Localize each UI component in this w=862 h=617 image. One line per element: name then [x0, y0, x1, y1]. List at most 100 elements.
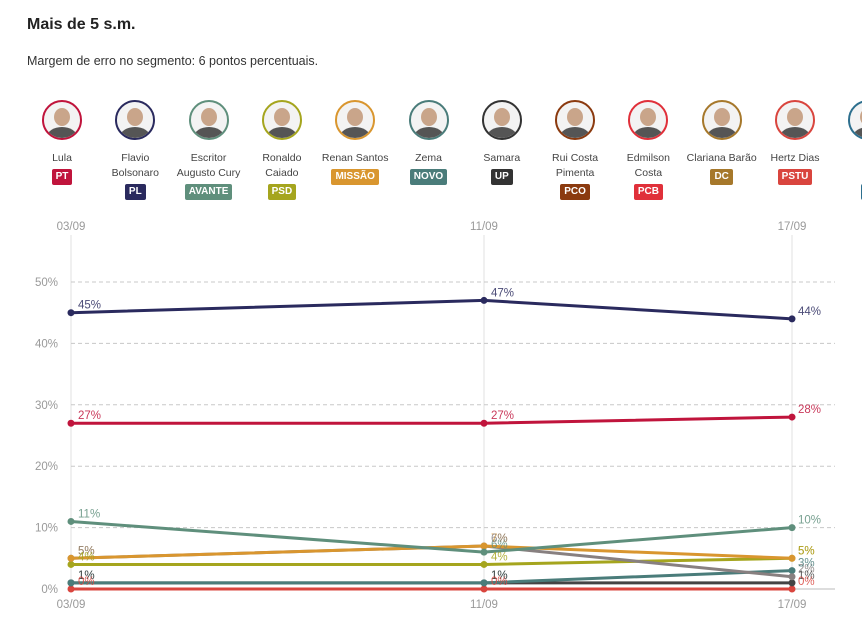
data-point — [788, 413, 796, 421]
candidate-name: Ronaldo Caiado — [238, 151, 326, 181]
candidate-name-line: Rui Costa — [552, 152, 599, 164]
series-line — [71, 556, 793, 566]
data-point — [788, 585, 796, 593]
data-label: 10% — [798, 515, 821, 527]
y-tick-label: 0% — [41, 584, 58, 596]
candidate-legend: Lula PT Flavio Bolsonaro PL Escritor Augusto C… — [0, 100, 862, 210]
candidate-item[interactable]: Escritor Augusto Cury AVANTE — [165, 100, 253, 200]
data-point — [480, 585, 488, 593]
data-point — [480, 560, 488, 568]
data-label: 1% — [78, 570, 95, 582]
data-label: 1% — [78, 570, 95, 582]
avatar — [555, 100, 596, 140]
candidate-name-line: Zema — [415, 152, 442, 164]
candidate-item[interactable]: Rui Costa Pimenta PCO — [531, 100, 619, 200]
data-label: 3% — [798, 558, 815, 570]
candidate-name: Rui Costa Pimenta — [531, 151, 619, 181]
x-tick-label-bottom: 17/09 — [778, 599, 807, 611]
data-label: 28% — [798, 404, 821, 416]
data-point — [788, 567, 796, 575]
party-badge: PSD — [267, 184, 297, 200]
candidate-name: Lula — [18, 151, 106, 166]
avatar — [775, 100, 815, 140]
candidate-item[interactable]: Flavio Bolsonaro PL — [91, 100, 179, 200]
data-point — [480, 579, 488, 587]
data-point — [67, 309, 75, 317]
candidate-item[interactable]: VWD — [824, 100, 862, 200]
candidate-item[interactable]: Lula PT — [18, 100, 106, 185]
candidate-item[interactable]: Hertz Dias PSTU — [751, 100, 839, 185]
data-label: 6% — [491, 539, 508, 551]
candidate-item[interactable]: Edmilson Costa PCB — [604, 100, 692, 200]
data-label: 5% — [798, 545, 815, 557]
y-tick-label: 50% — [35, 277, 58, 289]
data-point — [788, 524, 796, 532]
data-label: 11% — [78, 508, 100, 520]
series-line — [71, 415, 793, 425]
data-label: 7% — [491, 533, 508, 545]
y-tick-label: 40% — [35, 338, 58, 350]
series-line — [70, 519, 793, 554]
data-label: 4% — [491, 551, 508, 563]
candidate-item[interactable]: Samara UP — [458, 100, 546, 185]
candidate-name-line: Pimenta — [555, 167, 595, 179]
candidate-name-line: Augusto Cury — [176, 167, 241, 179]
y-tick-label: 10% — [35, 523, 58, 535]
party-badge: AVANTE — [184, 184, 233, 200]
party-badge: DC — [710, 169, 733, 185]
party-badge: PCB — [633, 184, 663, 200]
data-label: 1% — [491, 570, 508, 582]
x-tick-label-top: 11/09 — [470, 221, 498, 233]
candidate-name: Edmilson Costa — [604, 151, 692, 181]
series-line — [71, 569, 793, 585]
party-badge: PSTU — [777, 169, 813, 185]
candidate-item[interactable]: Clariana Barão DC — [678, 100, 766, 185]
candidate-item[interactable]: Zema NOVO — [385, 100, 473, 185]
party-badge: MISSÃO — [331, 169, 379, 185]
y-tick-label: 30% — [35, 400, 58, 412]
x-tick-label-bottom: 03/09 — [57, 599, 86, 611]
data-label: 44% — [798, 306, 821, 318]
series-line — [70, 298, 793, 321]
x-tick-label-top: 03/09 — [57, 221, 86, 233]
candidate-item[interactable]: Renan Santos MISSÃO — [311, 100, 399, 185]
avatar — [188, 100, 229, 140]
data-label: 1% — [491, 570, 508, 582]
data-point — [788, 573, 796, 581]
data-label: 0% — [78, 576, 95, 588]
avatar — [42, 100, 82, 140]
x-tick-label-bottom: 11/09 — [470, 599, 498, 611]
party-badge: PCO — [560, 184, 590, 200]
data-label: 27% — [78, 410, 101, 422]
candidate-name-line: Clariana Barão — [686, 152, 757, 164]
data-point — [67, 419, 75, 427]
candidate-item[interactable]: Ronaldo Caiado PSD — [238, 100, 326, 200]
party-badge: UP — [490, 169, 513, 185]
data-point — [788, 579, 796, 587]
avatar — [115, 100, 156, 140]
candidate-name: Zema — [385, 151, 473, 166]
x-tick-label-top: 17/09 — [778, 221, 807, 233]
data-point — [480, 542, 488, 550]
candidate-name: Escritor Augusto Cury — [165, 151, 253, 181]
data-label: 6% — [491, 533, 508, 545]
data-point — [788, 554, 796, 562]
avatar — [335, 100, 376, 140]
data-point — [788, 315, 796, 323]
data-point — [67, 560, 75, 568]
data-point — [480, 548, 488, 556]
y-tick-label: 20% — [35, 461, 58, 473]
candidate-name: Samara — [458, 151, 546, 166]
data-label: 47% — [491, 287, 514, 299]
candidate-name: Flavio Bolsonaro — [91, 151, 179, 181]
data-label: 5% — [798, 545, 815, 557]
data-label: 1% — [798, 570, 815, 582]
chart-title: Mais de 5 s.m. — [27, 16, 136, 33]
party-badge: D — [860, 184, 862, 200]
data-label: 45% — [78, 300, 101, 312]
avatar — [408, 100, 449, 140]
data-label: 0% — [798, 576, 815, 588]
data-label: 5% — [78, 545, 95, 557]
avatar — [261, 100, 302, 140]
